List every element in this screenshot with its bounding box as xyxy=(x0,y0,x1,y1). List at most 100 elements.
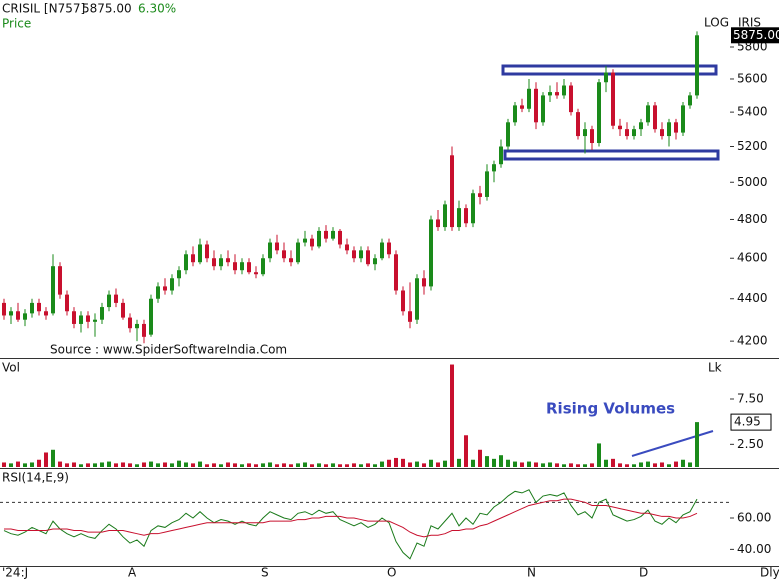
volume-bar xyxy=(233,463,237,467)
candle-body xyxy=(499,146,503,165)
y-tick-label: 4400 xyxy=(737,291,768,305)
volume-bar xyxy=(261,463,265,467)
candle-body xyxy=(625,129,629,137)
change: 6.30% xyxy=(138,2,176,16)
volume-bar xyxy=(135,464,139,467)
candle-body xyxy=(345,244,349,251)
volume-bar xyxy=(681,459,685,467)
panel-label: RSI(14,E,9) xyxy=(2,471,69,485)
volume-bar xyxy=(625,464,629,467)
candle-body xyxy=(555,92,559,96)
candle-body xyxy=(394,254,398,291)
y-tick-label: 2.50 xyxy=(737,437,764,451)
volume-bar xyxy=(51,449,55,467)
volume-bar xyxy=(219,464,223,467)
y-tick-label: 4800 xyxy=(737,212,768,226)
volume-bar xyxy=(639,462,643,467)
candle-body xyxy=(51,266,55,314)
candle-body xyxy=(261,258,265,275)
candle-body xyxy=(562,85,566,96)
y-tick-label: 4600 xyxy=(737,251,768,265)
volume-bar xyxy=(275,464,279,467)
support-box xyxy=(503,149,720,161)
volume-bar xyxy=(205,464,209,467)
volume-bar xyxy=(611,458,615,467)
volume-bar xyxy=(387,459,391,467)
candle-body xyxy=(37,302,41,312)
volume-bar xyxy=(695,422,699,467)
volume-bar xyxy=(660,462,664,467)
candle-body xyxy=(233,262,237,271)
volume-bar xyxy=(191,463,195,467)
resistance-box xyxy=(501,64,718,76)
candle-body xyxy=(275,242,279,251)
candle-body xyxy=(485,171,489,197)
candle-body xyxy=(506,122,510,147)
candle-body xyxy=(653,105,657,130)
candle-body xyxy=(457,208,461,228)
candle-body xyxy=(177,270,181,279)
y-tick-label: 4200 xyxy=(737,334,768,348)
candle-body xyxy=(23,313,27,320)
x-tick-label: S xyxy=(261,566,269,580)
candle-body xyxy=(128,317,132,329)
candle-body xyxy=(359,250,363,259)
volume-bar xyxy=(604,459,608,467)
trend-arrow xyxy=(631,430,714,457)
candle-body xyxy=(268,242,272,259)
candle-body xyxy=(254,272,258,275)
volume-bar xyxy=(177,460,181,467)
volume-bar xyxy=(345,464,349,467)
volume-bar xyxy=(653,463,657,467)
volume-bar xyxy=(492,458,496,467)
volume-bar xyxy=(569,463,573,467)
volume-bar xyxy=(247,463,251,467)
candle-body xyxy=(212,258,216,267)
x-tick-label: A xyxy=(128,566,137,580)
volume-bar xyxy=(520,462,524,467)
volume-bar xyxy=(23,463,27,467)
candle-body xyxy=(415,278,419,320)
candle-body xyxy=(331,230,335,239)
candle-body xyxy=(401,290,405,312)
volume-bar xyxy=(555,463,559,467)
volume-bar xyxy=(618,463,622,467)
volume-bar xyxy=(408,462,412,467)
candle-body xyxy=(513,105,517,123)
candle-body xyxy=(471,193,475,224)
panel-label: Vol xyxy=(2,361,20,375)
volume-bar xyxy=(450,364,454,467)
candle-body xyxy=(247,262,251,273)
volume-bar xyxy=(576,464,580,467)
candle-body xyxy=(219,258,223,267)
candle-body xyxy=(527,88,531,109)
volume-bar xyxy=(646,461,650,467)
volume-bar xyxy=(303,462,307,467)
price-label: Price xyxy=(2,17,31,31)
candle-body xyxy=(156,286,160,299)
volume-bar xyxy=(597,443,601,467)
last-value-box xyxy=(730,413,772,431)
volume-bar xyxy=(268,462,272,467)
log-label: LOG xyxy=(704,16,729,30)
candle-body xyxy=(590,129,594,144)
volume-bar xyxy=(499,455,503,467)
candle-body xyxy=(191,254,195,263)
volume-bar xyxy=(443,460,447,467)
candle-body xyxy=(422,278,426,287)
volume-bar xyxy=(114,463,118,467)
candle-body xyxy=(520,105,524,109)
volume-bar xyxy=(128,463,132,467)
candle-body xyxy=(597,82,601,144)
volume-bar xyxy=(667,464,671,467)
candle-body xyxy=(408,311,412,322)
volume-bar xyxy=(121,462,125,467)
candle-body xyxy=(548,92,552,96)
candle-body xyxy=(296,242,300,263)
candle-body xyxy=(86,315,90,322)
unit-label: Lk xyxy=(708,361,722,375)
candle-body xyxy=(681,105,685,133)
candle-body xyxy=(429,219,433,287)
candle-body xyxy=(72,311,76,324)
